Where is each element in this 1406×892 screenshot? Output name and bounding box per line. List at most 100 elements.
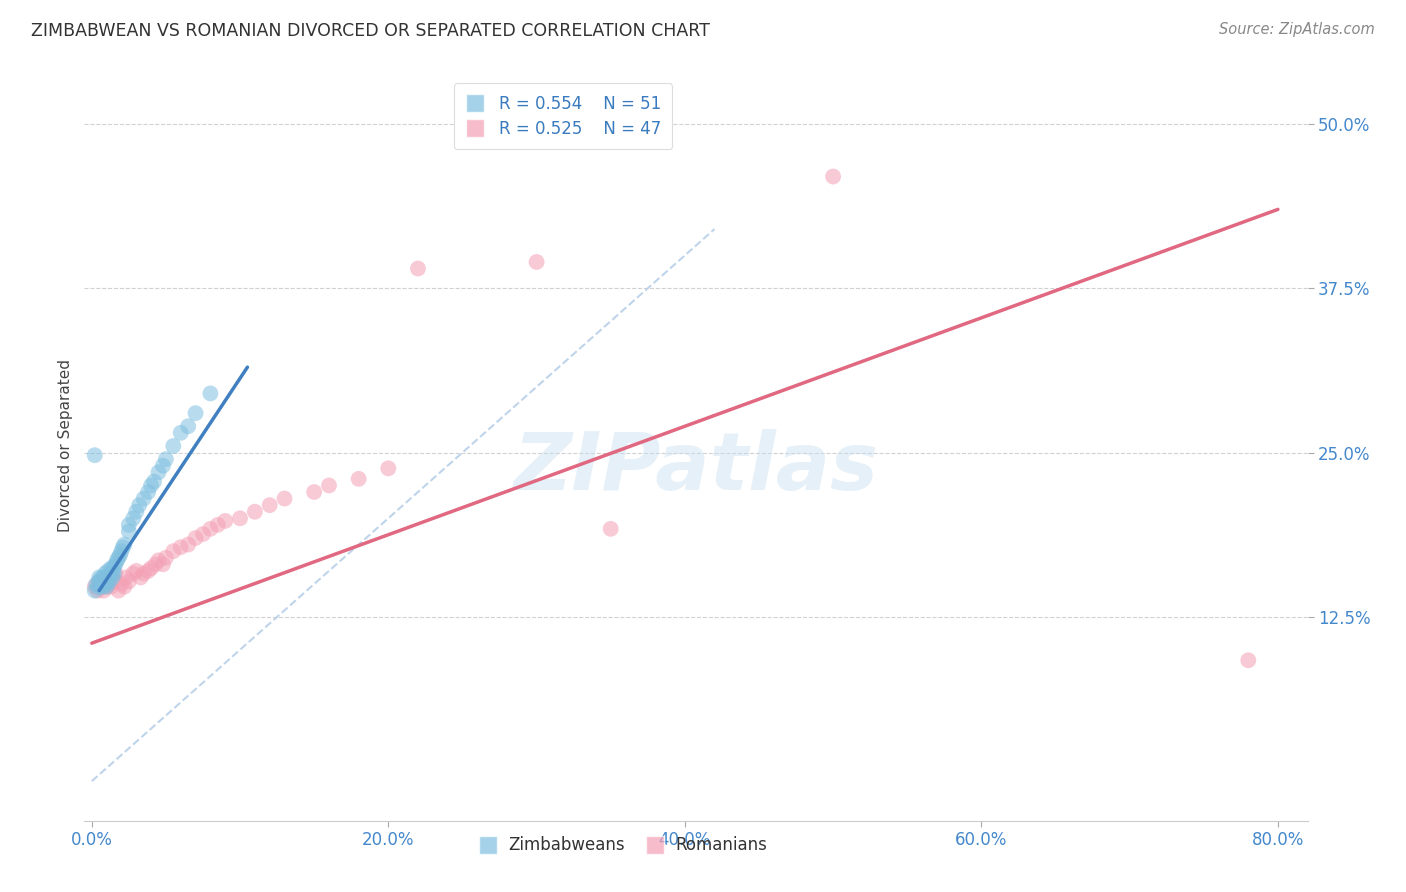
Point [214, 514, 236, 528]
Point [108, 548, 131, 562]
Point [100, 580, 122, 594]
Point [125, 505, 148, 519]
Point [89, 574, 111, 589]
Point [94, 570, 117, 584]
Point [83, 580, 105, 594]
Point [155, 550, 177, 565]
Point [125, 564, 148, 578]
Point [170, 425, 193, 440]
Point [177, 538, 200, 552]
Point [86, 580, 108, 594]
Point [148, 465, 170, 479]
Point [118, 524, 141, 539]
Point [93, 574, 115, 589]
Point [139, 478, 162, 492]
Point [118, 517, 141, 532]
Point [122, 511, 145, 525]
Point [347, 472, 370, 486]
Point [101, 570, 124, 584]
Point [229, 511, 252, 525]
Point [83, 583, 105, 598]
Point [143, 475, 166, 489]
Point [599, 522, 621, 536]
Point [152, 558, 174, 572]
Point [96, 570, 118, 584]
Point [100, 566, 122, 581]
Point [177, 419, 200, 434]
Point [94, 566, 117, 581]
Point [200, 386, 222, 401]
Point [132, 491, 155, 506]
Point [111, 540, 134, 554]
Point [103, 574, 125, 589]
Point [96, 580, 118, 594]
Point [139, 561, 162, 575]
Point [162, 439, 184, 453]
Point [91, 577, 114, 591]
Point [98, 574, 121, 589]
Point [115, 570, 138, 584]
Point [96, 580, 118, 594]
Point [184, 531, 207, 545]
Point [200, 522, 222, 536]
Point [152, 458, 174, 473]
Point [93, 583, 115, 598]
Point [259, 498, 281, 512]
Point [90, 580, 112, 594]
Point [243, 505, 266, 519]
Point [377, 461, 399, 475]
Point [97, 570, 120, 584]
Text: ZIPatlas: ZIPatlas [513, 429, 879, 508]
Point [104, 558, 127, 572]
Point [318, 478, 340, 492]
Point [101, 564, 124, 578]
Point [93, 580, 115, 594]
Point [110, 577, 132, 591]
Point [91, 577, 114, 591]
Point [100, 561, 122, 575]
Point [118, 574, 141, 589]
Point [184, 406, 207, 420]
Point [122, 566, 145, 581]
Point [112, 538, 135, 552]
Point [91, 570, 114, 584]
Point [105, 553, 128, 567]
Text: ZIMBABWEAN VS ROMANIAN DIVORCED OR SEPARATED CORRELATION CHART: ZIMBABWEAN VS ROMANIAN DIVORCED OR SEPAR… [31, 22, 710, 40]
Point [84, 577, 107, 591]
Legend: Zimbabweans, Romanians: Zimbabweans, Romanians [471, 830, 773, 861]
Point [98, 577, 121, 591]
Point [96, 577, 118, 591]
Point [98, 567, 121, 582]
Point [148, 553, 170, 567]
Point [162, 544, 184, 558]
Point [107, 583, 129, 598]
Point [145, 558, 167, 572]
Point [526, 255, 548, 269]
Text: Source: ZipAtlas.com: Source: ZipAtlas.com [1219, 22, 1375, 37]
Point [273, 491, 295, 506]
Point [112, 580, 135, 594]
Point [110, 544, 132, 558]
Point [191, 527, 214, 541]
Point [170, 540, 193, 554]
Point [90, 573, 112, 587]
Point [103, 566, 125, 581]
Point [89, 570, 111, 584]
Point [104, 566, 127, 581]
Point [89, 574, 111, 589]
Point [86, 583, 108, 598]
Point [136, 485, 159, 500]
Point [128, 498, 150, 512]
Point [207, 517, 229, 532]
Point [129, 570, 152, 584]
Point [1237, 653, 1260, 667]
Point [83, 448, 105, 462]
Point [107, 550, 129, 565]
Point [823, 169, 845, 184]
Point [96, 573, 118, 587]
Point [103, 560, 125, 574]
Point [132, 566, 155, 581]
Point [97, 564, 120, 578]
Point [136, 564, 159, 578]
Point [155, 452, 177, 467]
